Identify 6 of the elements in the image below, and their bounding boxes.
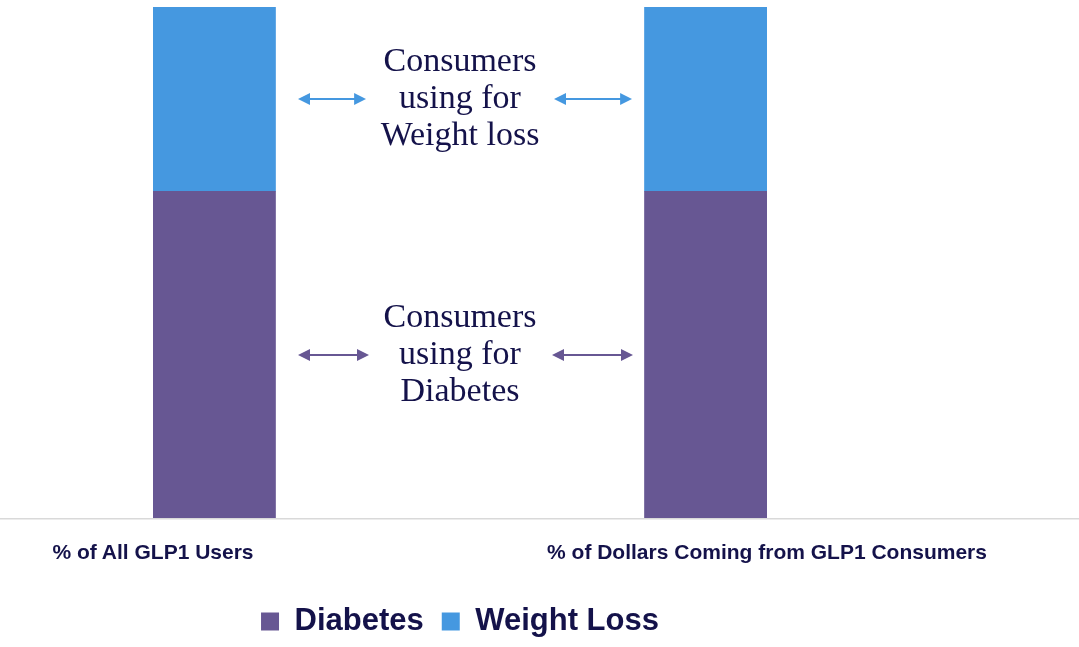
- annotation: Consumers using for Diabetes: [383, 296, 537, 408]
- legend-label: Weight Loss: [475, 602, 659, 638]
- annotation: Consumers using for Weight loss: [380, 41, 540, 153]
- legend-label: Diabetes: [294, 602, 424, 638]
- x-tick-label: % of Dollars Coming from GLP1 Consumers: [547, 540, 987, 564]
- x-tick-label: % of All GLP1 Users: [52, 540, 254, 564]
